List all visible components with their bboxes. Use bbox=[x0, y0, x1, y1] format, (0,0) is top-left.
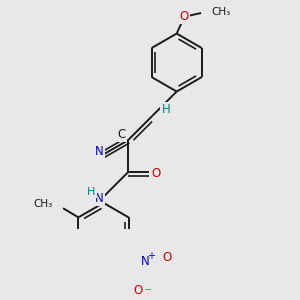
Text: H: H bbox=[162, 103, 170, 116]
Text: ⁻: ⁻ bbox=[144, 286, 151, 299]
Text: H: H bbox=[87, 187, 95, 197]
Text: N: N bbox=[95, 192, 104, 205]
Text: O: O bbox=[134, 284, 143, 297]
Text: CH₃: CH₃ bbox=[33, 200, 52, 209]
Text: O: O bbox=[180, 10, 189, 22]
Text: N: N bbox=[95, 145, 104, 158]
Text: N: N bbox=[141, 255, 150, 268]
Text: C: C bbox=[118, 128, 126, 141]
Text: +: + bbox=[147, 251, 155, 261]
Text: O: O bbox=[152, 167, 161, 180]
Text: O: O bbox=[163, 251, 172, 264]
Text: CH₃: CH₃ bbox=[212, 7, 231, 17]
